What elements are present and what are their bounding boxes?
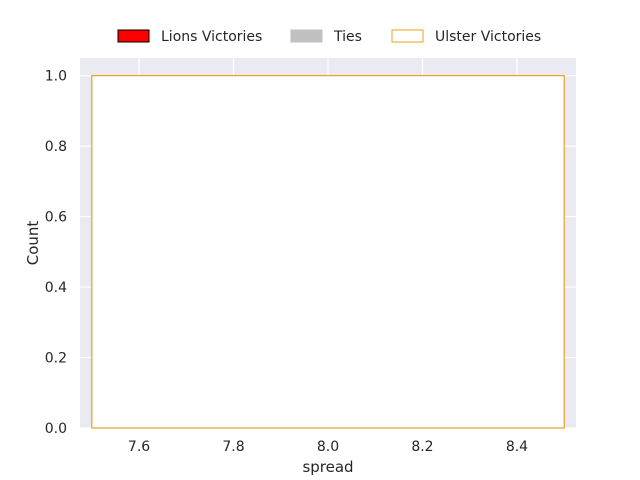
histogram-bars bbox=[91, 75, 565, 429]
y-tick-label: 0.6 bbox=[45, 210, 67, 226]
y-tick-label: 0.8 bbox=[45, 139, 67, 155]
histogram-bar bbox=[91, 75, 565, 429]
y-tick-label: 0.0 bbox=[45, 421, 67, 437]
x-tick-label: 7.8 bbox=[222, 439, 244, 455]
legend-swatch-ties bbox=[290, 29, 323, 43]
legend-label-lions-victories: Lions Victories bbox=[161, 29, 262, 45]
y-tick-label: 0.2 bbox=[45, 351, 67, 367]
y-tick-labels: 0.0 0.2 0.4 0.6 0.8 1.0 bbox=[45, 69, 67, 437]
legend: Lions Victories Ties Ulster Victories bbox=[117, 29, 541, 45]
y-tick-label: 1.0 bbox=[45, 69, 67, 85]
y-tick-label: 0.4 bbox=[45, 280, 67, 296]
legend-swatch-lions-victories bbox=[117, 29, 150, 43]
x-tick-labels: 7.6 7.8 8.0 8.2 8.4 bbox=[128, 439, 528, 455]
x-tick-label: 7.6 bbox=[128, 439, 150, 455]
y-axis-label: Count bbox=[24, 221, 42, 266]
legend-label-ties: Ties bbox=[333, 29, 362, 45]
x-axis-label: spread bbox=[302, 458, 353, 476]
x-tick-label: 8.0 bbox=[317, 439, 339, 455]
x-tick-label: 8.4 bbox=[506, 439, 528, 455]
legend-swatch-ulster-victories bbox=[391, 29, 424, 43]
legend-label-ulster-victories: Ulster Victories bbox=[435, 29, 541, 45]
x-tick-label: 8.2 bbox=[411, 439, 433, 455]
